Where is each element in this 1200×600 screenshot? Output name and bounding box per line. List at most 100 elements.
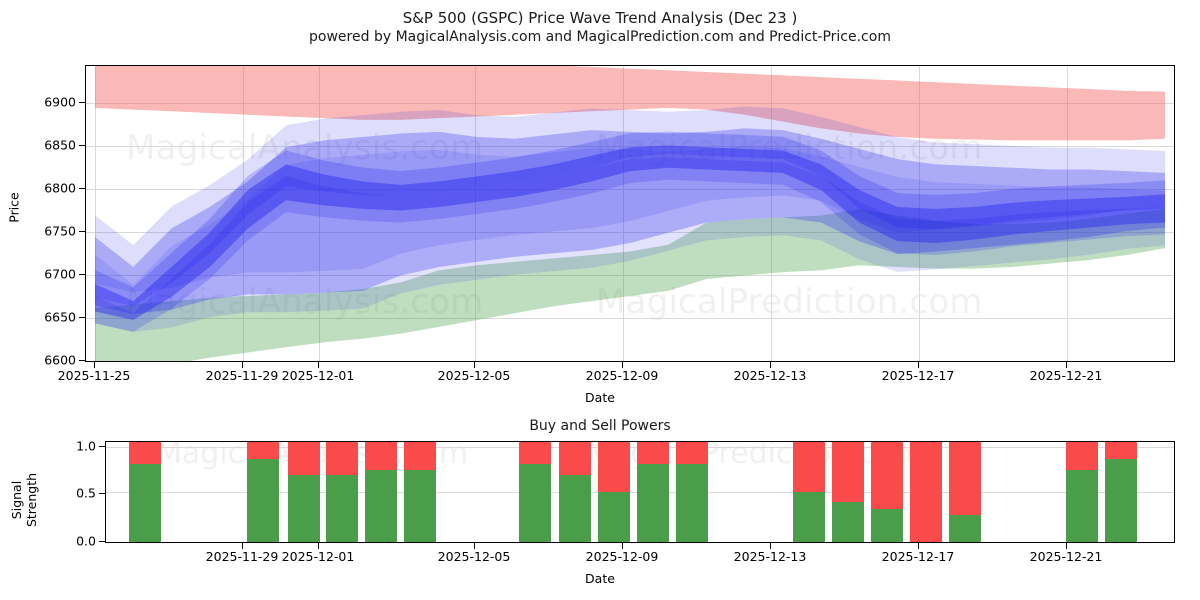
y-tickmark-1.0: [99, 446, 105, 448]
signal-bar[interactable]: [1105, 442, 1137, 542]
gridline-y-6650: [86, 318, 1174, 319]
y-tickmark-6750: [79, 231, 85, 233]
x-tick-2025-12-09: 2025-12-09: [585, 368, 659, 383]
signal-bar[interactable]: [949, 442, 981, 542]
band-trend-core-down: [94, 157, 1166, 332]
sig-x-tick-2025-12-05: 2025-12-05: [437, 549, 511, 564]
price-x-axis-label: Date: [585, 390, 615, 405]
signal-bar[interactable]: [129, 442, 161, 542]
buy-power-segment: [676, 464, 708, 542]
price-wave-bands: [94, 66, 1166, 361]
buy-power-segment: [129, 464, 161, 542]
y-tick-6850: 6850: [44, 137, 76, 153]
x-tickmark-2025-12-05: [474, 362, 476, 368]
buy-power-segment: [832, 502, 864, 542]
sig-x-tick-2025-12-13: 2025-12-13: [733, 549, 807, 564]
signal-bar[interactable]: [871, 442, 903, 542]
sell-power-segment: [910, 442, 942, 542]
x-tickmark-2025-11-25: [94, 362, 96, 368]
buy-power-segment: [949, 515, 981, 542]
signal-bar[interactable]: [637, 442, 669, 542]
sig-x-tick-2025-12-17: 2025-12-17: [881, 549, 955, 564]
y-tick-6800: 6800: [44, 180, 76, 196]
band-trend-core: [94, 145, 1166, 320]
sell-power-segment: [365, 442, 397, 470]
x-tick-2025-11-29: 2025-11-29: [205, 368, 279, 383]
gridline-x-2025-12-17: [919, 66, 920, 361]
sell-power-segment: [559, 442, 591, 475]
y-tick-6750: 6750: [44, 223, 76, 239]
sell-power-segment: [832, 442, 864, 502]
band-wave-offset-down: [94, 146, 1166, 332]
signal-chart-panel: MagicalAnalysis.com MagicalPrediction.co…: [105, 441, 1175, 543]
signal-bar[interactable]: [247, 442, 279, 542]
gridline-x-2025-11-29: [243, 66, 244, 361]
sig-x-tick-2025-12-01: 2025-12-01: [281, 549, 355, 564]
buy-power-segment: [519, 464, 551, 542]
signal-bar[interactable]: [404, 442, 436, 542]
gridline-x-2025-11-25: [95, 66, 96, 361]
price-x-axis: 2025-11-25 2025-11-29 2025-12-01 2025-12…: [0, 368, 1200, 386]
signal-bar[interactable]: [365, 442, 397, 542]
buy-power-segment: [598, 492, 630, 542]
sig-x-tick-2025-11-29: 2025-11-29: [205, 549, 279, 564]
sig-x-tick-2025-12-09: 2025-12-09: [585, 549, 659, 564]
gridline-y-6700: [86, 275, 1174, 276]
x-tick-2025-12-13: 2025-12-13: [733, 368, 807, 383]
band-support: [94, 208, 1166, 361]
gridline-y-6750: [86, 232, 1174, 233]
sell-power-segment: [247, 442, 279, 459]
sig-x-tickmark-2025-12-05: [474, 543, 476, 549]
signal-bar[interactable]: [1066, 442, 1098, 542]
y-tickmark-0.5: [99, 493, 105, 495]
gridline-x-2025-12-13: [771, 66, 772, 361]
buy-power-segment: [326, 475, 358, 542]
sell-power-segment: [676, 442, 708, 464]
x-tickmark-2025-12-09: [622, 362, 624, 368]
signal-bar[interactable]: [559, 442, 591, 542]
gridline-y-6600: [86, 361, 1174, 362]
sell-power-segment: [793, 442, 825, 492]
signal-x-axis: 2025-11-29 2025-12-01 2025-12-05 2025-12…: [0, 549, 1200, 567]
buy-power-segment: [404, 470, 436, 542]
signal-panel-title: Buy and Sell Powers: [529, 418, 671, 434]
signal-bar[interactable]: [793, 442, 825, 542]
signal-bar[interactable]: [288, 442, 320, 542]
y-tickmark-6700: [79, 274, 85, 276]
signal-y-axis: 0.0 0.5 1.0: [0, 439, 96, 549]
buy-power-segment: [637, 464, 669, 542]
signal-bar[interactable]: [832, 442, 864, 542]
y-tick-6700: 6700: [44, 266, 76, 282]
signal-bar[interactable]: [676, 442, 708, 542]
sell-power-segment: [871, 442, 903, 509]
signal-bar[interactable]: [910, 442, 942, 542]
gridline-x-2025-12-01: [319, 66, 320, 361]
y-tick-0.0: 0.0: [76, 533, 96, 549]
x-tickmark-2025-12-21: [1066, 362, 1068, 368]
sell-power-segment: [949, 442, 981, 515]
gridline-x-2025-12-09: [623, 66, 624, 361]
signal-y-axis-label: Signal Strength: [9, 472, 39, 528]
price-y-axis: 6600 6650 6700 6750 6800 6850 6900: [0, 65, 76, 368]
y-tickmark-0.0: [99, 541, 105, 543]
gridline-x-2025-12-05: [475, 66, 476, 361]
sig-x-tickmark-2025-12-01: [318, 543, 320, 549]
gridline-y-6900: [86, 103, 1174, 104]
sell-power-segment: [1066, 442, 1098, 470]
y-tickmark-6600: [79, 360, 85, 362]
sell-power-segment: [1105, 442, 1137, 459]
chart-title-block: S&P 500 (GSPC) Price Wave Trend Analysis…: [0, 8, 1200, 47]
price-y-axis-label: Price: [6, 192, 22, 223]
y-tickmark-6850: [79, 145, 85, 147]
band-resistance: [94, 66, 1166, 141]
y-tickmark-6900: [79, 102, 85, 104]
sig-x-tick-2025-12-21: 2025-12-21: [1029, 549, 1103, 564]
y-tick-6650: 6650: [44, 309, 76, 325]
signal-bar[interactable]: [519, 442, 551, 542]
signal-bar[interactable]: [326, 442, 358, 542]
band-wave-main: [94, 128, 1166, 315]
sig-x-tickmark-2025-12-17: [918, 543, 920, 549]
signal-x-axis-label: Date: [585, 571, 615, 586]
signal-bar[interactable]: [598, 442, 630, 542]
